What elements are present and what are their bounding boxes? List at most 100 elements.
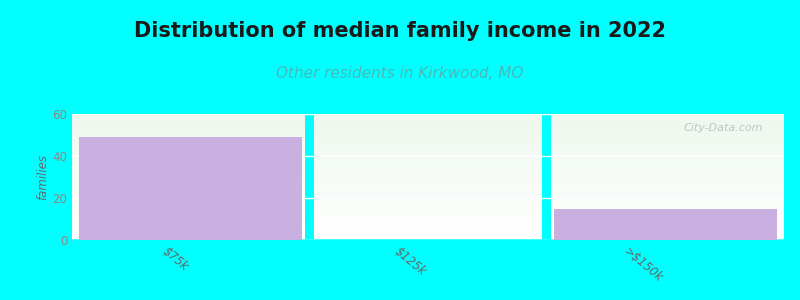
Bar [72, 215, 784, 216]
Bar [72, 156, 784, 157]
Bar [554, 208, 777, 240]
Bar [72, 177, 784, 178]
Bar [72, 124, 784, 125]
Bar [72, 114, 784, 115]
Text: Distribution of median family income in 2022: Distribution of median family income in … [134, 21, 666, 41]
Bar [72, 212, 784, 214]
Bar [72, 151, 784, 152]
Bar [72, 197, 784, 198]
Bar [72, 239, 784, 240]
Bar [72, 148, 784, 149]
Bar [72, 154, 784, 156]
Bar [72, 173, 784, 175]
Bar [72, 142, 784, 143]
Bar [72, 225, 784, 226]
Bar [72, 210, 784, 211]
Bar [72, 196, 784, 197]
Bar [72, 186, 784, 187]
Bar [72, 132, 784, 133]
Y-axis label: families: families [37, 154, 50, 200]
Bar [72, 144, 784, 145]
Bar [72, 234, 784, 235]
Bar [72, 157, 784, 158]
Bar [72, 120, 784, 122]
Bar [72, 128, 784, 129]
Bar [72, 163, 784, 164]
Bar [72, 168, 784, 169]
Bar [72, 183, 784, 184]
Bar [72, 230, 784, 231]
Bar [72, 122, 784, 123]
Bar [72, 149, 784, 151]
Bar [305, 114, 314, 240]
Bar [72, 214, 784, 215]
Bar [72, 178, 784, 179]
Bar [72, 211, 784, 212]
Bar [72, 191, 784, 192]
Bar [72, 147, 784, 148]
Bar [72, 164, 784, 166]
Bar [72, 137, 784, 138]
Bar [72, 135, 784, 137]
Bar [72, 222, 784, 224]
Bar [72, 118, 784, 119]
Bar [72, 159, 784, 160]
Bar [72, 184, 784, 186]
Bar [72, 158, 784, 159]
Bar [72, 235, 784, 236]
Bar [72, 188, 784, 190]
Text: City-Data.com: City-Data.com [683, 123, 762, 133]
Bar [72, 190, 784, 191]
Bar [72, 134, 784, 135]
Bar [72, 192, 784, 194]
Bar [72, 125, 784, 127]
Bar [72, 133, 784, 134]
Bar [72, 139, 784, 140]
Bar [72, 171, 784, 172]
Bar [72, 205, 784, 206]
Bar [72, 127, 784, 128]
Text: Other residents in Kirkwood, MO: Other residents in Kirkwood, MO [276, 66, 524, 81]
Bar [72, 179, 784, 181]
Bar [72, 119, 784, 120]
Bar [72, 206, 784, 207]
Bar [72, 198, 784, 200]
Bar [72, 129, 784, 130]
Bar [72, 200, 784, 201]
Bar [72, 236, 784, 238]
Bar [72, 116, 784, 118]
Bar [72, 123, 784, 124]
Bar [72, 208, 784, 210]
Bar [72, 181, 784, 182]
Bar [72, 219, 784, 220]
Bar [72, 231, 784, 232]
Bar [72, 167, 784, 168]
Bar [72, 207, 784, 208]
Bar [72, 166, 784, 167]
Bar [72, 203, 784, 205]
Bar [72, 172, 784, 173]
Bar [72, 195, 784, 196]
Bar [72, 140, 784, 142]
Bar [72, 217, 784, 219]
Bar [72, 229, 784, 230]
Bar [79, 137, 302, 240]
Bar [72, 169, 784, 171]
Bar [72, 202, 784, 203]
Bar [72, 175, 784, 176]
Bar [72, 238, 784, 239]
Bar [72, 227, 784, 229]
Bar [542, 114, 551, 240]
Bar [72, 182, 784, 183]
Bar [72, 220, 784, 221]
Bar [72, 146, 784, 147]
Bar [72, 201, 784, 202]
Bar [72, 160, 784, 162]
Bar [72, 187, 784, 188]
Bar [72, 162, 784, 163]
Bar [72, 226, 784, 227]
Bar [72, 176, 784, 177]
Bar [72, 194, 784, 195]
Bar [72, 153, 784, 154]
Bar [72, 130, 784, 132]
